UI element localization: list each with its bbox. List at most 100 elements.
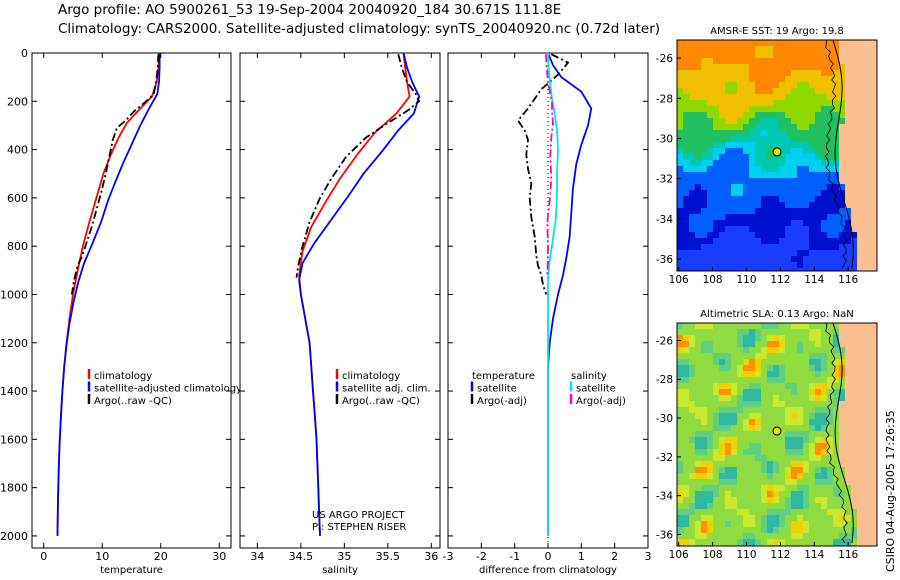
map-cell xyxy=(683,112,690,119)
map-cell xyxy=(773,323,780,330)
map-cell xyxy=(779,389,786,396)
map-cell xyxy=(821,491,828,498)
map-cell xyxy=(791,40,798,47)
header-line-1: Argo profile: AO 5900261_53 19-Sep-2004 … xyxy=(58,2,562,18)
map-cell xyxy=(869,232,876,239)
map-cell xyxy=(773,238,780,245)
map-cell xyxy=(731,100,738,107)
map-cell xyxy=(737,244,744,251)
map-cell xyxy=(839,395,846,402)
map-cell xyxy=(689,262,696,269)
map-cell xyxy=(743,503,750,510)
map-cell xyxy=(719,100,726,107)
map-cell xyxy=(707,250,714,257)
map-cell xyxy=(767,46,774,53)
map-cell xyxy=(827,431,834,438)
map-cell xyxy=(809,220,816,227)
map-cell xyxy=(821,455,828,462)
map-cell xyxy=(827,497,834,504)
map-cell xyxy=(827,154,834,161)
map-cell xyxy=(863,196,870,203)
map-cell xyxy=(815,533,822,540)
map-cell xyxy=(749,130,756,137)
map-cell xyxy=(827,238,834,245)
map-cell xyxy=(677,208,684,215)
map-cell xyxy=(761,365,768,372)
map-cell xyxy=(701,533,708,540)
map-cell xyxy=(869,40,876,47)
map-cell xyxy=(725,232,732,239)
map-cell xyxy=(713,262,720,269)
map-cell xyxy=(701,473,708,480)
map-cell xyxy=(683,347,690,354)
map-cell xyxy=(749,106,756,113)
map-cell xyxy=(737,166,744,173)
map-cell xyxy=(689,371,696,378)
map-cell xyxy=(785,365,792,372)
map-cell xyxy=(731,148,738,155)
map-cell xyxy=(677,142,684,149)
map-cell xyxy=(785,202,792,209)
map-cell xyxy=(773,467,780,474)
map-cell xyxy=(863,431,870,438)
map-cell xyxy=(797,256,804,263)
map-cell xyxy=(779,479,786,486)
map-cell xyxy=(809,533,816,540)
map-cell xyxy=(767,58,774,65)
map-cell xyxy=(725,208,732,215)
map-cell xyxy=(701,401,708,408)
map-cell xyxy=(773,184,780,191)
map-cell xyxy=(749,341,756,348)
map-cell xyxy=(731,353,738,360)
map-cell xyxy=(683,154,690,161)
map-cell xyxy=(839,154,846,161)
map-cell xyxy=(785,148,792,155)
map-cell xyxy=(779,106,786,113)
map-cell xyxy=(827,377,834,384)
map-cell xyxy=(761,172,768,179)
map-cell xyxy=(743,202,750,209)
map-cell xyxy=(809,262,816,269)
map-cell xyxy=(815,142,822,149)
map-cell xyxy=(761,238,768,245)
map-cell xyxy=(857,58,864,65)
map-cell xyxy=(737,214,744,221)
map-cell xyxy=(689,491,696,498)
map-cell xyxy=(731,473,738,480)
map-cell xyxy=(779,377,786,384)
map-cell xyxy=(749,190,756,197)
map-cell xyxy=(713,88,720,95)
map-cell xyxy=(689,395,696,402)
map-cell xyxy=(743,88,750,95)
map-cell xyxy=(857,449,864,456)
map-cell xyxy=(863,419,870,426)
map-cell xyxy=(791,467,798,474)
map-cell xyxy=(695,190,702,197)
map-cell xyxy=(731,431,738,438)
map-cell xyxy=(845,124,852,131)
map-cell xyxy=(767,40,774,47)
map-cell xyxy=(857,52,864,59)
map-cell xyxy=(689,473,696,480)
map-cell xyxy=(731,52,738,59)
map-cell xyxy=(731,437,738,444)
map-cell xyxy=(875,521,877,528)
map-cell xyxy=(785,347,792,354)
map-cell xyxy=(779,196,786,203)
map-cell xyxy=(857,196,864,203)
map-cell xyxy=(845,371,852,378)
map-cell xyxy=(809,232,816,239)
map-cell xyxy=(713,395,720,402)
map-cell xyxy=(833,389,840,396)
map-cell xyxy=(689,503,696,510)
map-cell xyxy=(791,178,798,185)
map-cell xyxy=(773,395,780,402)
map-cell xyxy=(725,76,732,83)
map-cell xyxy=(797,178,804,185)
y-tick-label: 1600 xyxy=(0,433,28,446)
map-cell xyxy=(833,515,840,522)
map-cell xyxy=(833,82,840,89)
map-cell xyxy=(767,437,774,444)
map-cell xyxy=(791,190,798,197)
map-cell xyxy=(869,443,876,450)
